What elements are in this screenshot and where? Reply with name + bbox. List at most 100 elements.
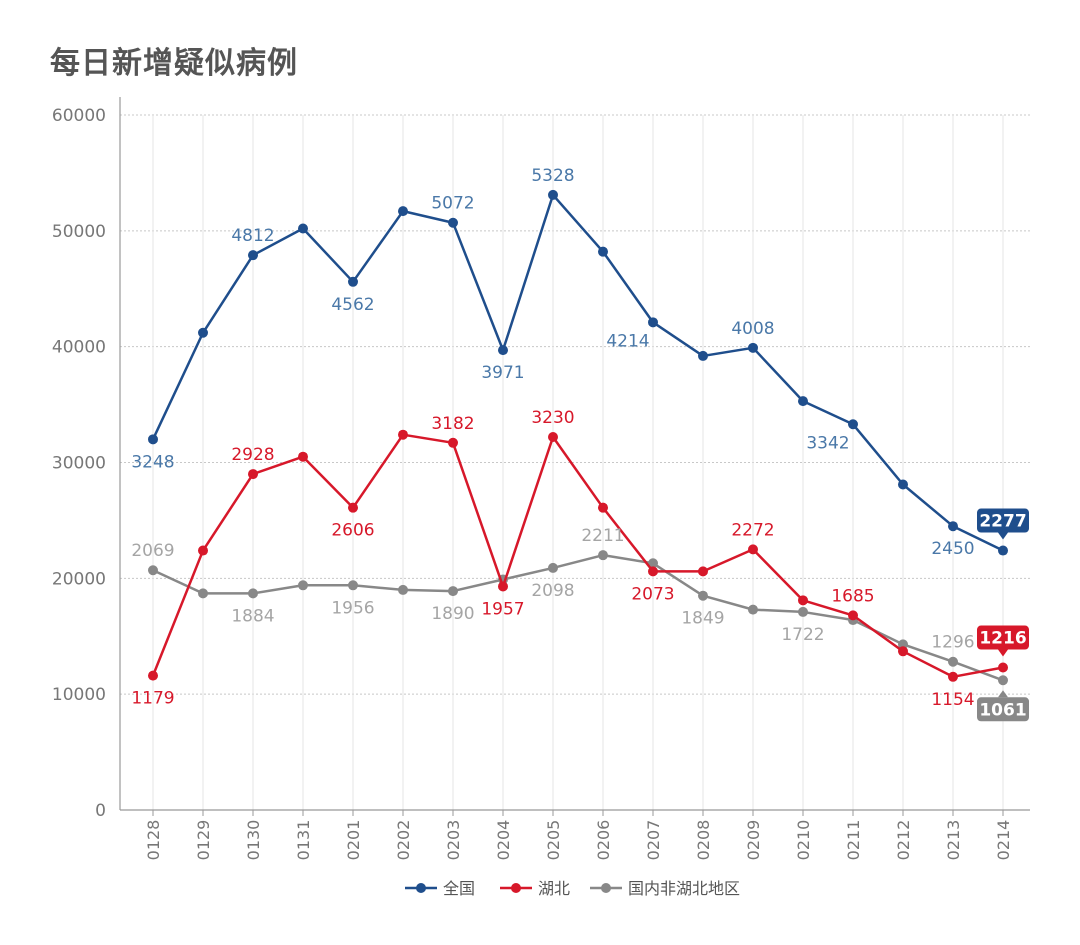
data-label: 4562 [331, 295, 374, 315]
chart-title: 每日新增疑似病例 [50, 46, 298, 81]
x-tick-label: 0206 [594, 820, 613, 861]
data-label: 3182 [431, 414, 474, 434]
data-point [898, 646, 908, 657]
data-label: 4008 [731, 319, 774, 339]
data-label: 4812 [231, 226, 274, 246]
x-tick-label: 0213 [944, 820, 963, 861]
y-tick-label: 30000 [52, 454, 106, 474]
data-point [348, 502, 358, 513]
data-label: 2928 [231, 445, 274, 465]
data-point [798, 595, 808, 606]
x-tick-label: 0204 [494, 820, 513, 861]
data-point [848, 610, 858, 621]
data-point [598, 246, 608, 257]
data-label: 2211 [581, 526, 624, 546]
data-point [748, 342, 758, 353]
data-point [148, 565, 158, 576]
badge-pointer [998, 532, 1008, 540]
legend-label: 湖北 [538, 879, 570, 898]
data-point [448, 217, 458, 228]
value-badge [977, 508, 1029, 533]
data-label: 1216 [979, 629, 1026, 649]
data-point [198, 588, 208, 599]
data-point [948, 656, 958, 667]
x-tick-label: 0131 [294, 820, 313, 861]
data-label: 1154 [931, 690, 974, 710]
data-point [398, 429, 408, 440]
data-point [198, 545, 208, 556]
data-point [698, 590, 708, 601]
series-layer [148, 189, 1008, 686]
x-tick-label: 0210 [794, 820, 813, 861]
data-point [998, 662, 1008, 673]
x-tick-label: 0130 [244, 820, 263, 861]
data-point [348, 580, 358, 591]
data-point [998, 675, 1008, 686]
y-tick-label: 60000 [52, 106, 106, 126]
data-point [648, 317, 658, 328]
data-label: 1849 [681, 609, 724, 629]
data-label: 2277 [979, 512, 1026, 532]
data-point [698, 566, 708, 577]
data-point [498, 345, 508, 356]
legend-swatch-marker [601, 883, 611, 893]
x-tick-label: 0209 [744, 820, 763, 861]
data-point [998, 545, 1008, 556]
data-labels-layer: 3248 4812 4562 5072 3971 5328 4214 4008 3342 2450… [131, 166, 1029, 722]
data-point [148, 670, 158, 681]
data-label: 1296 [931, 633, 974, 653]
data-label: 2450 [931, 539, 974, 559]
data-point [798, 606, 808, 617]
data-point [398, 206, 408, 217]
data-point [698, 350, 708, 361]
y-tick-label: 0 [95, 801, 106, 821]
data-label: 2069 [131, 541, 174, 561]
y-tick-label: 20000 [52, 569, 106, 589]
data-label: 5328 [531, 166, 574, 186]
data-point [548, 432, 558, 443]
data-point [448, 437, 458, 448]
data-point [648, 558, 658, 569]
data-point [898, 639, 908, 650]
x-tick-label: 0214 [994, 820, 1013, 861]
data-point [448, 586, 458, 597]
data-point [298, 580, 308, 591]
y-axis: 0 10000 20000 30000 40000 50000 60000 [52, 97, 121, 821]
data-point [598, 550, 608, 561]
series-line-0 [151, 193, 1004, 552]
data-point [548, 562, 558, 573]
data-point [248, 250, 258, 261]
gridlines [120, 114, 1030, 810]
data-point [198, 327, 208, 338]
legend: 全国 湖北 国内非湖北地区 [405, 879, 740, 898]
data-point [248, 588, 258, 599]
data-point [598, 502, 608, 513]
data-label: 4214 [606, 331, 649, 351]
y-tick-label: 40000 [52, 338, 106, 358]
data-point [398, 584, 408, 595]
data-label: 1957 [481, 599, 524, 619]
badge-pointer [998, 690, 1008, 698]
x-tick-label: 0129 [194, 820, 213, 861]
data-point [948, 671, 958, 682]
data-point [298, 451, 308, 462]
y-tick-label: 50000 [52, 222, 106, 242]
x-tick-label: 0128 [144, 820, 163, 861]
data-label: 3230 [531, 408, 574, 428]
data-point [648, 566, 658, 577]
data-label: 1890 [431, 604, 474, 624]
data-label: 3248 [131, 452, 174, 472]
x-tick-label: 0211 [844, 820, 863, 861]
data-label: 1884 [231, 606, 274, 626]
data-label: 2073 [631, 584, 674, 604]
badge-pointer [998, 649, 1008, 657]
data-point [898, 479, 908, 490]
data-label: 2098 [531, 581, 574, 601]
data-point [748, 604, 758, 615]
data-label: 1722 [781, 625, 824, 645]
data-point [498, 581, 508, 592]
data-point [298, 223, 308, 234]
x-tick-label: 0205 [544, 820, 563, 861]
legend-label: 国内非湖北地区 [628, 879, 740, 898]
data-point [248, 469, 258, 480]
